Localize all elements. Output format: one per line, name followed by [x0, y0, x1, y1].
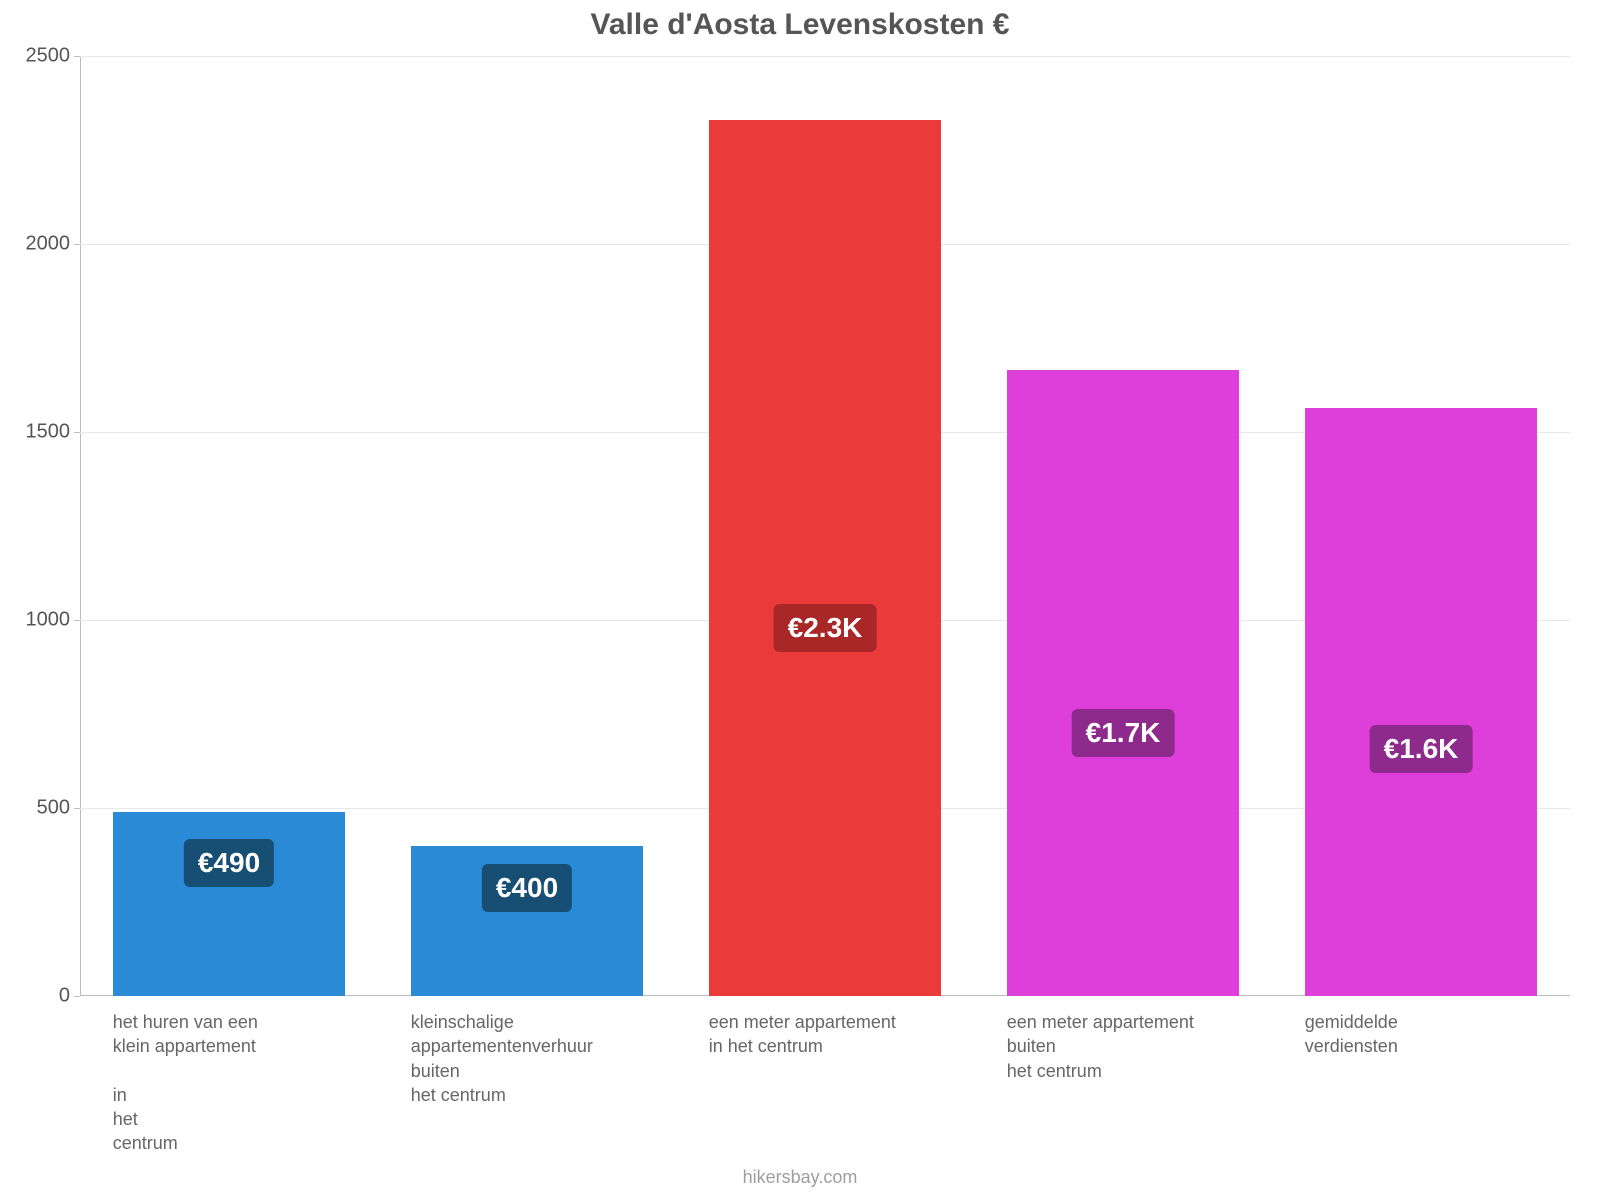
y-tick-label: 1000	[26, 609, 81, 632]
y-tick-label: 1500	[26, 421, 81, 444]
source-label: hikersbay.com	[0, 1167, 1600, 1188]
x-axis-label: een meter appartement in het centrum	[709, 996, 941, 1059]
x-axis-label: een meter appartement buiten het centrum	[1007, 996, 1239, 1083]
bar-value-badge: €400	[482, 864, 572, 912]
bar-value-badge: €2.3K	[774, 604, 877, 652]
y-tick-label: 2500	[26, 45, 81, 68]
chart-container: Valle d'Aosta Levenskosten € het huren v…	[0, 0, 1600, 1200]
grid-line	[80, 56, 1570, 57]
bar-value-badge: €1.6K	[1370, 725, 1473, 773]
y-tick-label: 0	[59, 985, 80, 1008]
x-axis-label: gemiddelde verdiensten	[1305, 996, 1537, 1059]
y-tick-label: 2000	[26, 233, 81, 256]
chart-title: Valle d'Aosta Levenskosten €	[0, 8, 1600, 42]
bar	[1007, 370, 1239, 996]
x-axis-label: kleinschalige appartementenverhuur buite…	[411, 996, 643, 1107]
x-axis-label: het huren van een klein appartement in h…	[113, 996, 345, 1156]
plot-area: het huren van een klein appartement in h…	[80, 56, 1570, 996]
bar	[1305, 408, 1537, 996]
y-tick-label: 500	[37, 797, 80, 820]
bar	[709, 120, 941, 996]
y-axis-line	[80, 56, 81, 996]
bar-value-badge: €1.7K	[1072, 709, 1175, 757]
bar-value-badge: €490	[184, 839, 274, 887]
